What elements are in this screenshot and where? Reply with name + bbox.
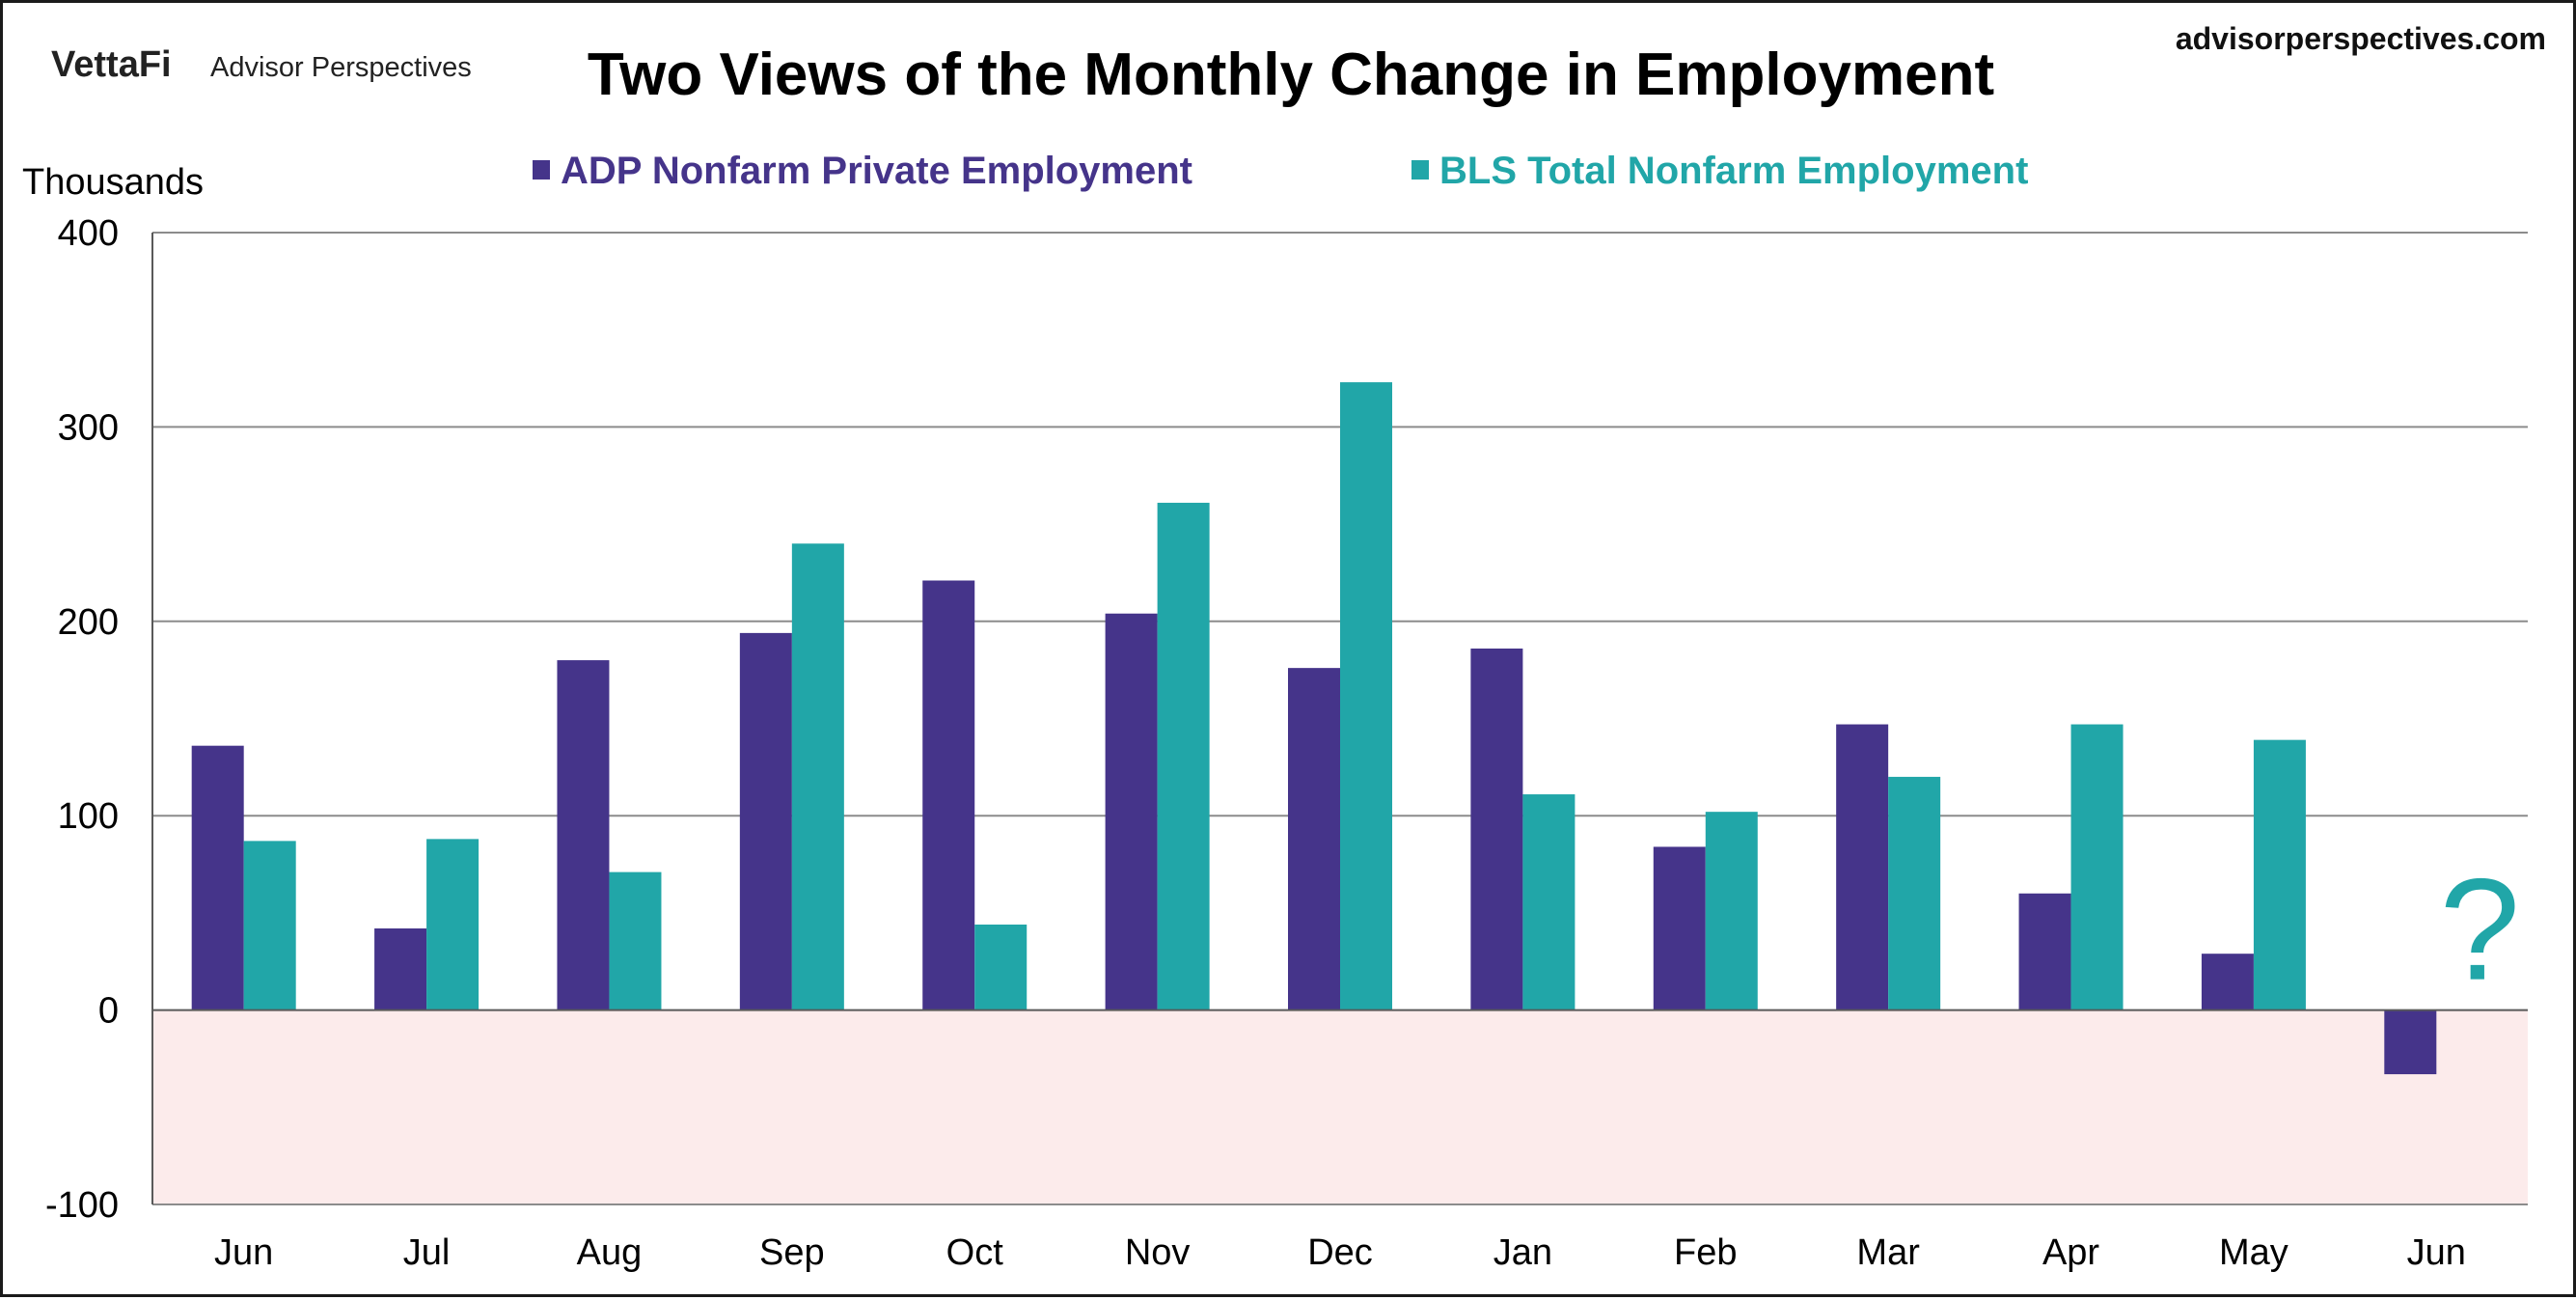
legend: ADP Nonfarm Private Employment BLS Total… — [533, 150, 2028, 192]
bar-bls — [791, 543, 844, 1010]
bar-adp — [557, 660, 610, 1010]
y-tick-label: 400 — [58, 213, 119, 254]
x-tick-label: Dec — [1307, 1232, 1373, 1273]
negative-zone — [152, 1010, 2528, 1204]
legend-swatch-bls — [1411, 160, 1429, 180]
bar-adp — [1836, 724, 1889, 1010]
bar-bls — [426, 839, 480, 1010]
y-tick-label: 100 — [58, 796, 119, 837]
bar-adp — [2201, 954, 2254, 1010]
bar-bls — [974, 924, 1028, 1010]
bar-adp — [2018, 893, 2071, 1010]
bar-adp — [1653, 846, 1706, 1010]
chart-title: Two Views of the Monthly Change in Emplo… — [588, 41, 1994, 108]
employment-chart: VettaFi Advisor Perspectives advisorpers… — [22, 21, 2546, 1273]
x-tick-label: Jun — [214, 1232, 273, 1273]
question-mark-annotation: ? — [2440, 848, 2520, 1010]
bar-bls — [1340, 382, 1392, 1010]
bar-bls — [1888, 776, 1941, 1010]
bar-bls — [609, 871, 662, 1010]
brand-name: Advisor Perspectives — [210, 52, 472, 83]
bar-adp — [1288, 668, 1340, 1010]
y-tick-label: 300 — [58, 407, 119, 448]
y-axis-ticks: 400 300 200 100 0 -100 — [45, 213, 119, 1226]
bar-bls — [1522, 794, 1576, 1010]
bar-adp — [374, 928, 427, 1010]
negative-zone-layer — [152, 1010, 2528, 1204]
bars — [191, 382, 2437, 1075]
site-url[interactable]: advisorperspectives.com — [2176, 21, 2546, 56]
x-tick-label: Apr — [2042, 1232, 2099, 1273]
x-tick-label: Aug — [577, 1232, 643, 1273]
x-tick-label: Feb — [1674, 1232, 1737, 1273]
x-tick-label: Oct — [946, 1232, 1004, 1273]
y-axis-unit-label: Thousands — [22, 162, 204, 203]
x-tick-label: Jul — [403, 1232, 451, 1273]
annotations: ? — [2440, 848, 2520, 1010]
bar-adp — [2384, 1010, 2437, 1075]
x-tick-label: Jun — [2407, 1232, 2466, 1273]
bar-adp — [1470, 648, 1523, 1010]
x-tick-label: Nov — [1125, 1232, 1191, 1273]
bar-adp — [1105, 613, 1158, 1010]
bar-bls — [1157, 502, 1210, 1010]
y-tick-label: 0 — [98, 991, 119, 1032]
x-tick-label: Mar — [1856, 1232, 1920, 1273]
x-tick-label: Sep — [759, 1232, 825, 1273]
axes — [151, 233, 2528, 1204]
bar-bls — [2253, 739, 2306, 1010]
bar-adp — [191, 745, 244, 1010]
bar-bls — [243, 841, 296, 1010]
x-tick-label: May — [2219, 1232, 2288, 1273]
x-axis-ticks: Jun Jul Aug Sep Oct Nov Dec Jan Feb Mar Apr May Jun — [214, 1232, 2466, 1273]
bar-bls — [1705, 812, 1758, 1010]
y-tick-label: -100 — [45, 1185, 119, 1226]
bar-bls — [2070, 724, 2124, 1010]
x-tick-label: Jan — [1494, 1232, 1552, 1273]
vettafi-logo-text: VettaFi — [51, 44, 172, 85]
legend-label-bls: BLS Total Nonfarm Employment — [1439, 150, 2028, 192]
bar-adp — [922, 580, 975, 1010]
bar-adp — [739, 632, 792, 1010]
legend-swatch-adp — [533, 160, 550, 180]
y-tick-label: 200 — [58, 602, 119, 643]
legend-label-adp: ADP Nonfarm Private Employment — [561, 150, 1192, 192]
